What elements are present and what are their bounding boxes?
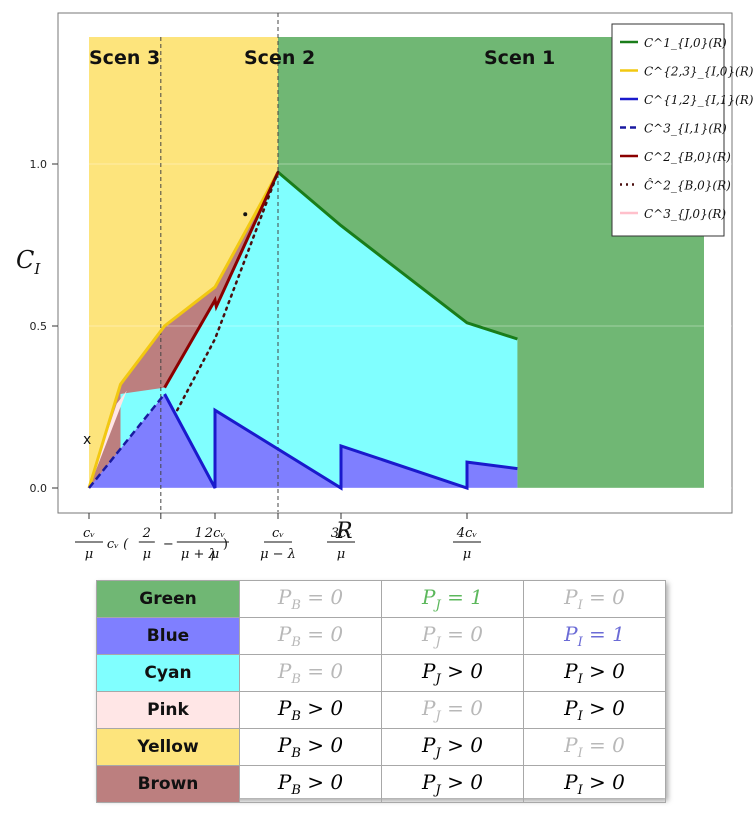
series-line-dotted xyxy=(175,170,280,412)
region-pink xyxy=(89,390,127,488)
legend-label: C^{1,2}_{I,1}(R) xyxy=(644,93,754,107)
legend-label: C^3_{I,1}(R) xyxy=(644,122,727,136)
series-line-brown xyxy=(163,171,280,389)
y-tick-label: 0.0 xyxy=(30,482,48,495)
probability-cell: PJ = 1 xyxy=(381,580,524,618)
table-row: Blue PB = 0 PJ = 0 PI = 1 xyxy=(96,617,666,655)
probability-cell: PJ > 0 xyxy=(381,654,524,692)
x-tick-label: 4cᵥ μ xyxy=(453,526,481,562)
svg-text:μ: μ xyxy=(463,547,471,562)
region-name-cell: Pink xyxy=(96,691,240,729)
svg-text:μ: μ xyxy=(143,547,151,562)
svg-text:2: 2 xyxy=(142,526,151,541)
probability-cell: PB > 0 xyxy=(239,765,382,803)
probability-cell: PJ > 0 xyxy=(381,765,524,803)
region-name-cell: Green xyxy=(96,580,240,618)
y-axis-label: CI xyxy=(16,246,41,278)
svg-text:μ + λ: μ + λ xyxy=(181,547,217,562)
series-line-green xyxy=(277,170,518,341)
region-cyan xyxy=(120,172,518,488)
legend-item: Ĉ^2_{B,0}(R) xyxy=(620,177,731,193)
svg-text:1: 1 xyxy=(195,526,203,541)
probability-cell: PI = 1 xyxy=(523,617,666,655)
y-tick-label: 1.0 xyxy=(30,158,48,171)
probability-cell: PJ = 0 xyxy=(381,691,524,729)
scenario-label-1: Scen 1 xyxy=(484,47,555,69)
region-fills xyxy=(89,37,704,488)
y-tick-label: 0.5 xyxy=(30,320,48,333)
legend-item: C^3_{J,0}(R) xyxy=(620,207,726,221)
series-line-blue xyxy=(163,393,518,491)
legend-label: C^3_{J,0}(R) xyxy=(644,207,726,221)
series-line-yellow xyxy=(87,171,280,489)
legend-item: C^2_{B,0}(R) xyxy=(620,150,731,164)
marker-x: x xyxy=(83,432,91,448)
probability-cell: PB = 0 xyxy=(239,617,382,655)
probability-cell: PI > 0 xyxy=(523,765,666,803)
region-blue xyxy=(89,394,518,488)
x-tick-label: cᵥ (2μ−1μ + λ) xyxy=(107,526,228,562)
x-tick-label: 3cᵥ μ xyxy=(327,526,355,562)
svg-text:cᵥ: cᵥ xyxy=(83,526,95,541)
region-name-cell: Blue xyxy=(96,617,240,655)
svg-text:cᵥ: cᵥ xyxy=(272,526,284,541)
legend-item: C^{1,2}_{I,1}(R) xyxy=(620,93,754,107)
probability-cell: PI > 0 xyxy=(523,691,666,729)
x-axis-label: R xyxy=(335,519,353,544)
svg-text:μ: μ xyxy=(211,547,219,562)
table-row: Yellow PB > 0 PJ > 0 PI = 0 xyxy=(96,728,666,766)
region-name-cell: Yellow xyxy=(96,728,240,766)
svg-text:cᵥ (: cᵥ ( xyxy=(107,537,129,552)
series-lines xyxy=(87,170,518,491)
table-row: Pink PB > 0 PJ = 0 PI > 0 xyxy=(96,691,666,729)
series-point xyxy=(243,212,248,217)
table-row: Green PB = 0 PJ = 1 PI = 0 xyxy=(96,580,666,618)
series-line-dashed-blue xyxy=(88,393,166,489)
x-tick-label: cᵥ μ xyxy=(75,526,103,562)
probability-cell: PB = 0 xyxy=(239,654,382,692)
legend-label: C^2_{B,0}(R) xyxy=(644,150,731,164)
svg-text:μ: μ xyxy=(85,547,93,562)
svg-text:−: − xyxy=(163,537,174,552)
table-row: Cyan PB = 0 PJ > 0 PI > 0 xyxy=(96,654,666,692)
svg-text:μ − λ: μ − λ xyxy=(260,547,296,562)
probability-cell: PB = 0 xyxy=(239,580,382,618)
region-name-cell: Brown xyxy=(96,765,240,803)
probability-cell: PI = 0 xyxy=(523,580,666,618)
legend-label: Ĉ^2_{B,0}(R) xyxy=(644,177,731,193)
probability-cell: PJ = 0 xyxy=(381,617,524,655)
probability-cell: PB > 0 xyxy=(239,691,382,729)
svg-text:3cᵥ: 3cᵥ xyxy=(331,526,352,541)
svg-text:μ: μ xyxy=(337,547,345,562)
svg-text:4cᵥ: 4cᵥ xyxy=(456,526,478,541)
scenario-label-2: Scen 2 xyxy=(244,47,315,69)
probability-cell: PI > 0 xyxy=(523,654,666,692)
legend-label: C^1_{I,0}(R) xyxy=(644,36,727,50)
svg-text:2cᵥ: 2cᵥ xyxy=(204,526,226,541)
legend-label: C^{2,3}_{I,0}(R) xyxy=(644,65,754,79)
probability-cell: PB > 0 xyxy=(239,728,382,766)
legend: C^1_{I,0}(R) C^{2,3}_{I,0}(R) C^{1,2}_{I,1… xyxy=(611,23,754,237)
scenario-label-3: Scen 3 xyxy=(89,47,160,69)
y-axis-ticks: 0.0 0.5 1.0 xyxy=(30,158,58,495)
legend-item: C^{2,3}_{I,0}(R) xyxy=(620,65,754,79)
legend-item: C^1_{I,0}(R) xyxy=(620,36,727,50)
legend-item: C^3_{I,1}(R) xyxy=(620,122,727,136)
svg-text:): ) xyxy=(223,537,228,552)
x-tick-label: cᵥ μ − λ xyxy=(260,526,296,562)
probability-cell: PI = 0 xyxy=(523,728,666,766)
table-row: Brown PB > 0 PJ > 0 PI > 0 xyxy=(96,765,666,803)
region-name-cell: Cyan xyxy=(96,654,240,692)
probability-cell: PJ > 0 xyxy=(381,728,524,766)
